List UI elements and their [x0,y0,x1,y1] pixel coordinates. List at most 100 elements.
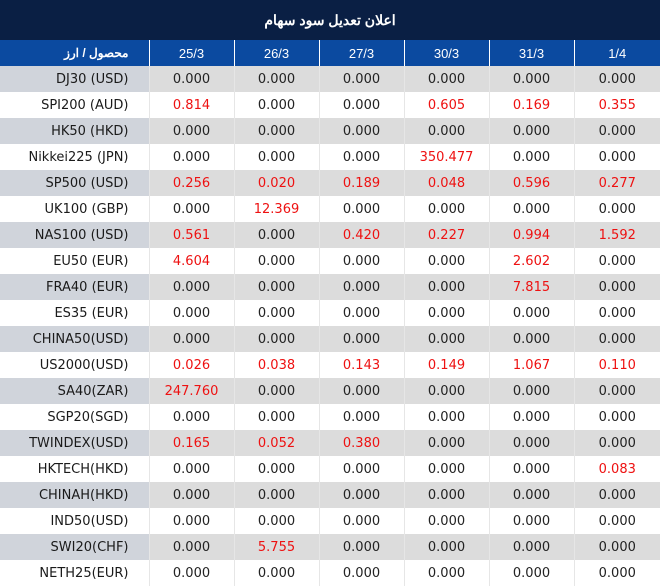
dividend-value-cell: 0.165 [149,430,235,456]
dividend-value-cell: 0.000 [149,144,235,170]
table-row: FRA40 (EUR) 0.000 0.000 0.000 0.000 7.815 0.00… [0,274,660,300]
title-text: اعلان تعدیل سود سهام [264,11,396,28]
table-row: NAS100 (USD) 0.561 0.000 0.420 0.227 0.994 1.5… [0,222,660,248]
product-name: ES35 (EUR) [0,300,150,326]
table-row: Nikkei225 (JPN) 0.000 0.000 0.000 350.477 0.0… [0,144,660,170]
dividend-value-cell: 0.000 [319,248,405,274]
dividend-value-cell: 0.277 [574,170,660,196]
dividend-value-cell: 0.000 [489,196,575,222]
dividend-value-cell: 0.000 [234,274,320,300]
product-name: UK100 (GBP) [0,196,150,222]
table-row: DJ30 (USD) 0.000 0.000 0.000 0.000 0.000 0.000 [0,66,660,92]
dividend-value-cell: 0.000 [234,92,320,118]
dividend-value-cell: 0.000 [234,144,320,170]
dividend-value-cell: 0.000 [489,482,575,508]
dividend-value-cell: 0.000 [574,196,660,222]
product-name: IND50(USD) [0,508,150,534]
dividend-value-cell: 0.149 [404,352,490,378]
table-row: IND50(USD) 0.000 0.000 0.000 0.000 0.000 0.000 [0,508,660,534]
dividend-value-cell: 0.000 [149,404,235,430]
dividend-value-cell: 0.000 [489,430,575,456]
product-name: FRA40 (EUR) [0,274,150,300]
table-row: NETH25(EUR) 0.000 0.000 0.000 0.000 0.000 0.00… [0,560,660,586]
dividend-value-cell: 0.256 [149,170,235,196]
dividend-value-cell: 0.000 [404,378,490,404]
dividend-value-cell: 0.000 [234,300,320,326]
dividend-value-cell: 0.000 [404,118,490,144]
product-name: SWI20(CHF) [0,534,150,560]
dividend-value-cell: 0.420 [319,222,405,248]
dividend-value-cell: 0.000 [489,66,575,92]
dividend-value-cell: 0.000 [404,534,490,560]
dividend-value-cell: 0.000 [319,456,405,482]
dividend-value-cell: 0.000 [234,456,320,482]
dividend-value-cell: 0.561 [149,222,235,248]
dividend-value-cell: 0.110 [574,352,660,378]
dividend-value-cell: 12.369 [234,196,320,222]
dividend-value-cell: 0.000 [319,534,405,560]
dividend-value-cell: 0.026 [149,352,235,378]
dividend-value-cell: 0.000 [149,118,235,144]
dividend-value-cell: 0.000 [404,66,490,92]
product-name: NETH25(EUR) [0,560,150,586]
table-row: US2000(USD) 0.026 0.038 0.143 0.149 1.067 0.11… [0,352,660,378]
product-name: US2000(USD) [0,352,150,378]
dividend-value-cell: 0.000 [149,456,235,482]
dividend-value-cell: 0.000 [234,508,320,534]
dividend-value-cell: 0.000 [149,196,235,222]
dividend-value-cell: 5.755 [234,534,320,560]
dividend-value-cell: 0.000 [319,300,405,326]
dividend-value-cell: 0.048 [404,170,490,196]
table-row: SP500 (USD) 0.256 0.020 0.189 0.048 0.596 0.27… [0,170,660,196]
product-name: DJ30 (USD) [0,66,150,92]
header-row: محصول / ارز 25/3 26/3 27/3 30/3 31/3 1/4 [0,40,660,66]
dividend-value-cell: 0.000 [404,482,490,508]
dividend-value-cell: 0.000 [404,196,490,222]
product-name: SPI200 (AUD) [0,92,150,118]
dividend-value-cell: 0.000 [319,66,405,92]
header-date: 27/3 [319,40,405,66]
dividend-value-cell: 0.000 [404,430,490,456]
dividend-value-cell: 0.000 [234,326,320,352]
dividend-value-cell: 0.000 [404,248,490,274]
product-name: SA40(ZAR) [0,378,150,404]
table-row: SGP20(SGD) 0.000 0.000 0.000 0.000 0.000 0.000 [0,404,660,430]
dividend-value-cell: 0.000 [234,560,320,586]
dividend-value-cell: 0.000 [404,404,490,430]
header-date: 25/3 [149,40,235,66]
dividend-value-cell: 0.000 [404,300,490,326]
dividend-value-cell: 0.000 [234,404,320,430]
product-name: NAS100 (USD) [0,222,150,248]
product-name: TWINDEX(USD) [0,430,150,456]
dividend-value-cell: 0.000 [234,378,320,404]
dividend-value-cell: 0.000 [319,508,405,534]
dividend-value-cell: 4.604 [149,248,235,274]
dividend-value-cell: 0.083 [574,456,660,482]
dividend-value-cell: 0.000 [319,326,405,352]
product-name: CHINA50(USD) [0,326,150,352]
header-date: 26/3 [234,40,320,66]
dividend-value-cell: 0.000 [319,482,405,508]
dividend-value-cell: 0.000 [149,300,235,326]
dividend-value-cell: 7.815 [489,274,575,300]
dividend-value-cell: 0.000 [149,482,235,508]
dividend-value-cell: 0.000 [574,326,660,352]
dividend-value-cell: 0.000 [489,404,575,430]
header-date: 31/3 [489,40,575,66]
dividend-value-cell: 0.000 [574,248,660,274]
dividend-value-cell: 0.000 [574,404,660,430]
dividend-value-cell: 0.000 [149,534,235,560]
dividend-value-cell: 0.000 [574,560,660,586]
dividend-value-cell: 0.000 [574,482,660,508]
dividend-value-cell: 0.994 [489,222,575,248]
dividend-value-cell: 0.000 [574,378,660,404]
table-row: CHINA50(USD) 0.000 0.000 0.000 0.000 0.000 0.0… [0,326,660,352]
product-name: EU50 (EUR) [0,248,150,274]
dividend-value-cell: 0.000 [319,404,405,430]
dividend-value-cell: 0.000 [489,144,575,170]
dividend-value-cell: 0.596 [489,170,575,196]
dividend-value-cell: 0.143 [319,352,405,378]
product-name: SP500 (USD) [0,170,150,196]
dividend-value-cell: 0.000 [489,118,575,144]
